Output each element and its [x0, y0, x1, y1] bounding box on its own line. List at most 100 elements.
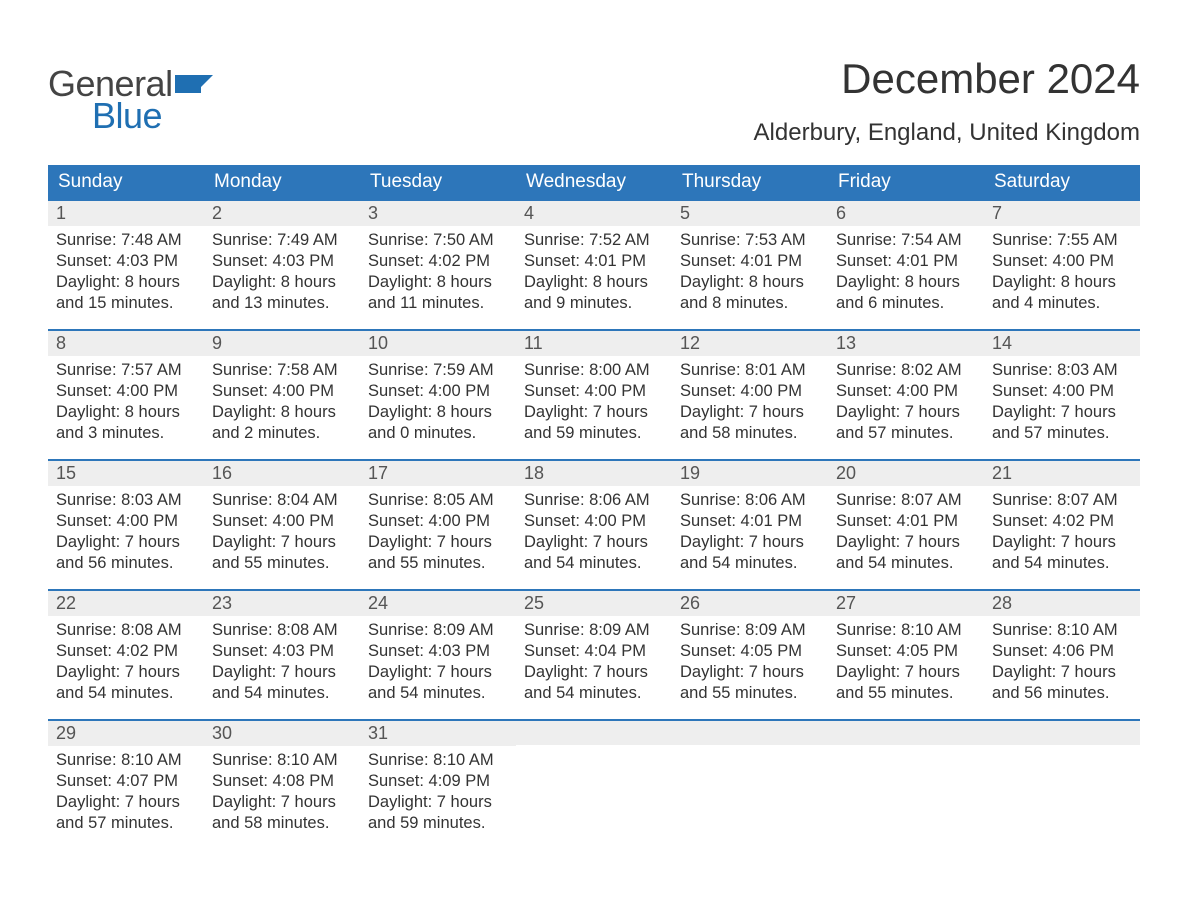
- day-d1: Daylight: 7 hours: [524, 662, 664, 683]
- day-sunset: Sunset: 4:01 PM: [836, 251, 976, 272]
- day-number: 29: [48, 719, 204, 746]
- day-d1: Daylight: 7 hours: [992, 532, 1132, 553]
- day-sunset: Sunset: 4:00 PM: [56, 511, 196, 532]
- calendar-day-cell: 2Sunrise: 7:49 AMSunset: 4:03 PMDaylight…: [204, 199, 360, 329]
- day-sunrise: Sunrise: 8:10 AM: [992, 620, 1132, 641]
- day-d1: Daylight: 7 hours: [368, 792, 508, 813]
- day-sunrise: Sunrise: 8:07 AM: [836, 490, 976, 511]
- day-details: Sunrise: 7:48 AMSunset: 4:03 PMDaylight:…: [48, 226, 204, 322]
- day-d2: and 2 minutes.: [212, 423, 352, 444]
- weekday-header: Sunday: [48, 165, 204, 199]
- day-details: Sunrise: 8:09 AMSunset: 4:04 PMDaylight:…: [516, 616, 672, 712]
- day-d1: Daylight: 8 hours: [56, 272, 196, 293]
- day-sunset: Sunset: 4:00 PM: [992, 251, 1132, 272]
- day-number: 5: [672, 199, 828, 226]
- day-d2: and 58 minutes.: [680, 423, 820, 444]
- day-d1: Daylight: 7 hours: [368, 662, 508, 683]
- calendar-table: Sunday Monday Tuesday Wednesday Thursday…: [48, 165, 1140, 849]
- calendar-day-cell: 11Sunrise: 8:00 AMSunset: 4:00 PMDayligh…: [516, 329, 672, 459]
- day-sunrise: Sunrise: 8:03 AM: [992, 360, 1132, 381]
- day-details: Sunrise: 8:06 AMSunset: 4:00 PMDaylight:…: [516, 486, 672, 582]
- day-d2: and 3 minutes.: [56, 423, 196, 444]
- day-sunrise: Sunrise: 8:07 AM: [992, 490, 1132, 511]
- calendar-day-cell: 16Sunrise: 8:04 AMSunset: 4:00 PMDayligh…: [204, 459, 360, 589]
- day-sunrise: Sunrise: 8:10 AM: [836, 620, 976, 641]
- calendar-day-cell: 9Sunrise: 7:58 AMSunset: 4:00 PMDaylight…: [204, 329, 360, 459]
- weekday-header: Saturday: [984, 165, 1140, 199]
- day-sunset: Sunset: 4:00 PM: [56, 381, 196, 402]
- day-details: Sunrise: 8:08 AMSunset: 4:02 PMDaylight:…: [48, 616, 204, 712]
- day-number: 20: [828, 459, 984, 486]
- day-number: 10: [360, 329, 516, 356]
- day-d2: and 15 minutes.: [56, 293, 196, 314]
- day-sunrise: Sunrise: 7:55 AM: [992, 230, 1132, 251]
- month-title: December 2024: [754, 55, 1140, 103]
- day-sunset: Sunset: 4:00 PM: [368, 381, 508, 402]
- day-d2: and 54 minutes.: [524, 553, 664, 574]
- day-sunset: Sunset: 4:06 PM: [992, 641, 1132, 662]
- day-number: 18: [516, 459, 672, 486]
- title-block: December 2024 Alderbury, England, United…: [754, 55, 1140, 147]
- day-d2: and 54 minutes.: [836, 553, 976, 574]
- day-sunset: Sunset: 4:03 PM: [212, 641, 352, 662]
- day-number: 24: [360, 589, 516, 616]
- day-details: Sunrise: 8:07 AMSunset: 4:02 PMDaylight:…: [984, 486, 1140, 582]
- day-sunrise: Sunrise: 8:03 AM: [56, 490, 196, 511]
- day-number: 14: [984, 329, 1140, 356]
- day-details: Sunrise: 8:03 AMSunset: 4:00 PMDaylight:…: [984, 356, 1140, 452]
- day-sunrise: Sunrise: 8:09 AM: [524, 620, 664, 641]
- day-details: Sunrise: 8:08 AMSunset: 4:03 PMDaylight:…: [204, 616, 360, 712]
- day-sunrise: Sunrise: 8:10 AM: [56, 750, 196, 771]
- day-sunrise: Sunrise: 7:53 AM: [680, 230, 820, 251]
- day-number: 2: [204, 199, 360, 226]
- day-details: Sunrise: 8:10 AMSunset: 4:06 PMDaylight:…: [984, 616, 1140, 712]
- day-d1: Daylight: 7 hours: [836, 532, 976, 553]
- day-d1: Daylight: 8 hours: [368, 402, 508, 423]
- day-number: 3: [360, 199, 516, 226]
- day-details: Sunrise: 8:03 AMSunset: 4:00 PMDaylight:…: [48, 486, 204, 582]
- day-d1: Daylight: 8 hours: [56, 402, 196, 423]
- day-d1: Daylight: 7 hours: [680, 402, 820, 423]
- calendar-day-cell: 30Sunrise: 8:10 AMSunset: 4:08 PMDayligh…: [204, 719, 360, 849]
- calendar-day-cell: 1Sunrise: 7:48 AMSunset: 4:03 PMDaylight…: [48, 199, 204, 329]
- day-number: 7: [984, 199, 1140, 226]
- calendar-day-cell: 21Sunrise: 8:07 AMSunset: 4:02 PMDayligh…: [984, 459, 1140, 589]
- day-d2: and 6 minutes.: [836, 293, 976, 314]
- day-sunrise: Sunrise: 8:06 AM: [524, 490, 664, 511]
- day-number: 15: [48, 459, 204, 486]
- day-sunrise: Sunrise: 8:10 AM: [212, 750, 352, 771]
- day-sunset: Sunset: 4:00 PM: [524, 511, 664, 532]
- day-sunset: Sunset: 4:05 PM: [836, 641, 976, 662]
- day-number: 8: [48, 329, 204, 356]
- day-number: 27: [828, 589, 984, 616]
- day-d1: Daylight: 7 hours: [56, 532, 196, 553]
- empty-day-header: [516, 719, 672, 745]
- day-d1: Daylight: 8 hours: [368, 272, 508, 293]
- day-d1: Daylight: 8 hours: [680, 272, 820, 293]
- day-d2: and 57 minutes.: [992, 423, 1132, 444]
- calendar-day-cell: 27Sunrise: 8:10 AMSunset: 4:05 PMDayligh…: [828, 589, 984, 719]
- day-d1: Daylight: 7 hours: [836, 402, 976, 423]
- logo-flag-icon: [175, 71, 213, 93]
- weekday-header: Wednesday: [516, 165, 672, 199]
- day-details: Sunrise: 7:57 AMSunset: 4:00 PMDaylight:…: [48, 356, 204, 452]
- day-sunrise: Sunrise: 8:09 AM: [368, 620, 508, 641]
- day-number: 9: [204, 329, 360, 356]
- calendar-day-cell: 5Sunrise: 7:53 AMSunset: 4:01 PMDaylight…: [672, 199, 828, 329]
- day-sunset: Sunset: 4:01 PM: [680, 511, 820, 532]
- day-details: Sunrise: 7:49 AMSunset: 4:03 PMDaylight:…: [204, 226, 360, 322]
- day-sunset: Sunset: 4:00 PM: [212, 381, 352, 402]
- day-d2: and 13 minutes.: [212, 293, 352, 314]
- day-d2: and 55 minutes.: [680, 683, 820, 704]
- day-d2: and 9 minutes.: [524, 293, 664, 314]
- day-sunrise: Sunrise: 7:52 AM: [524, 230, 664, 251]
- day-d2: and 54 minutes.: [524, 683, 664, 704]
- day-d2: and 55 minutes.: [836, 683, 976, 704]
- day-sunrise: Sunrise: 8:06 AM: [680, 490, 820, 511]
- day-d2: and 59 minutes.: [368, 813, 508, 834]
- day-details: Sunrise: 8:02 AMSunset: 4:00 PMDaylight:…: [828, 356, 984, 452]
- day-d2: and 56 minutes.: [992, 683, 1132, 704]
- calendar-day-cell: [984, 719, 1140, 849]
- weekday-header: Monday: [204, 165, 360, 199]
- day-d1: Daylight: 7 hours: [524, 532, 664, 553]
